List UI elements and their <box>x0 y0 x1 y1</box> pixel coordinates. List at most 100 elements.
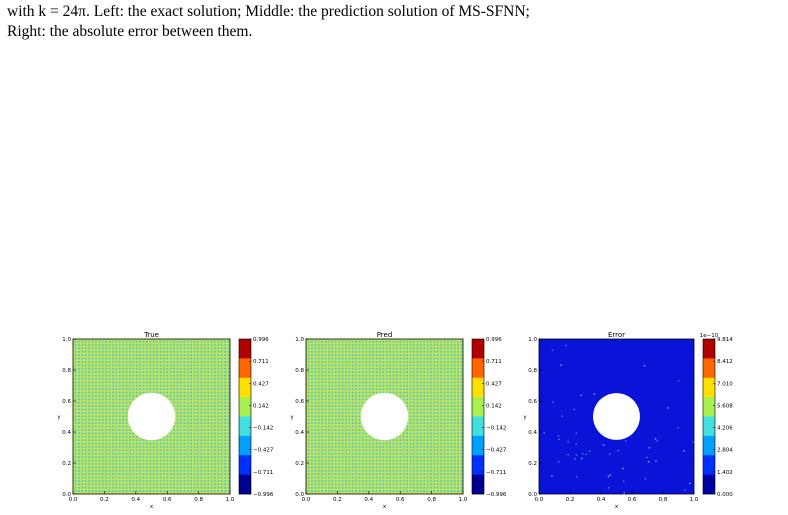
colorbar-segment <box>239 416 251 437</box>
error-speckle <box>575 443 577 445</box>
y-tick-label: 0.2 <box>295 461 304 467</box>
panel-true: True 0.0 0.2 0.4 0.6 0.8 1.0 0.0 0.2 0.4 0.6 0.8 1.0… <box>57 331 273 510</box>
x-tick-label: 0.8 <box>659 497 668 503</box>
colorbar-tick-label: −0.996 <box>253 492 274 498</box>
y-tick-label: 1.0 <box>295 337 304 343</box>
error-speckle <box>576 476 578 478</box>
y-axis-label: y <box>290 415 294 421</box>
error-speckle <box>623 480 625 482</box>
y-tick-label: 0.6 <box>528 399 537 405</box>
axes-frame <box>538 338 695 495</box>
colorbar-segment <box>703 339 715 359</box>
axes-frame <box>305 338 464 495</box>
x-tick-label: 0.2 <box>566 497 575 503</box>
colorbar-segment <box>239 377 251 398</box>
colorbar-tick-label: 0.996 <box>486 337 502 343</box>
colorbar-tick-label: −0.427 <box>253 448 274 454</box>
colorbar-segment <box>703 455 715 475</box>
colorbar-segment <box>472 455 484 475</box>
domain-hole <box>360 392 409 441</box>
error-speckle <box>684 489 686 491</box>
x-tick-label: 0.4 <box>597 497 606 503</box>
error-speckle <box>643 365 646 367</box>
x-tick-label: 0.4 <box>131 497 140 503</box>
y-tick-label: 0.4 <box>528 430 537 436</box>
x-axis-label: x <box>615 504 619 510</box>
colorbar-tick-label: 7.010 <box>717 381 733 387</box>
x-tick-label: 0.2 <box>333 497 342 503</box>
error-speckle <box>602 444 605 446</box>
error-speckle <box>683 450 685 452</box>
x-tick-label: 0.6 <box>163 497 172 503</box>
colorbar-segment <box>472 339 484 359</box>
colorbar-tick-label: 0.427 <box>253 381 269 387</box>
y-tick-label: 0.4 <box>62 430 71 436</box>
x-tick-label: 0.6 <box>396 497 405 503</box>
x-tick-label: 0.8 <box>194 497 203 503</box>
colorbar-segment <box>703 474 715 495</box>
domain-hole <box>127 392 176 441</box>
x-axis-label: x <box>383 504 387 510</box>
error-speckle <box>644 478 646 480</box>
error-speckle <box>560 364 562 366</box>
x-tick-label: 0.0 <box>535 497 544 503</box>
x-axis-label: x <box>150 504 154 510</box>
colorbar-segment <box>239 339 251 359</box>
domain-hole <box>593 393 640 440</box>
error-speckle <box>567 440 569 443</box>
error-speckle <box>585 453 587 455</box>
colorbar-segment <box>703 377 715 398</box>
x-tick-label: 0.8 <box>427 497 436 503</box>
colorbar-tick-label: −0.427 <box>486 448 507 454</box>
y-tick-label: 0.4 <box>295 430 304 436</box>
colorbar-tick-label: −0.996 <box>486 492 507 498</box>
colorbar-segment <box>472 377 484 398</box>
x-tick-label: 1.0 <box>226 497 235 503</box>
error-speckle <box>567 454 569 456</box>
colorbar-frame <box>471 338 485 495</box>
x-tick-label: 0.2 <box>100 497 109 503</box>
error-speckle <box>543 432 545 434</box>
error-speckle <box>677 380 680 382</box>
colorbar-tick-label: 1.402 <box>717 470 733 476</box>
x-tick-label: 0.4 <box>364 497 373 503</box>
y-tick-label: 0.0 <box>295 492 304 498</box>
x-tick-label: 1.0 <box>459 497 468 503</box>
figure-caption: with k = 24π. Left: the exact solution; … <box>7 2 785 42</box>
colorbar-segment <box>239 474 251 495</box>
y-tick-label: 0.8 <box>528 368 537 374</box>
colorbar-segment <box>703 435 715 456</box>
y-tick-label: 0.2 <box>62 461 71 467</box>
error-speckle <box>625 440 627 442</box>
colorbar-segment <box>703 416 715 437</box>
y-tick-label: 0.2 <box>528 461 537 467</box>
caption-line-2: Right: the absolute error between them. <box>7 23 253 40</box>
colorbar-segment <box>703 358 715 379</box>
x-tick-label: 0.0 <box>69 497 78 503</box>
colorbar-tick-label: 9.814 <box>717 337 733 343</box>
colorbar-segment <box>239 435 251 456</box>
colorbar-tick-label: 0.142 <box>486 403 502 409</box>
error-speckle <box>609 453 611 455</box>
colorbar-segment <box>472 358 484 379</box>
error-speckle <box>667 407 669 409</box>
colorbar-scale-label: 1e−10 <box>700 333 719 339</box>
panel-title: Pred <box>377 331 393 339</box>
colorbar-segment <box>239 397 251 417</box>
y-tick-label: 0.6 <box>62 399 71 405</box>
axes-frame <box>72 338 231 495</box>
y-tick-label: 0.0 <box>62 492 71 498</box>
error-speckle <box>607 487 610 489</box>
y-tick-label: 0.0 <box>528 492 537 498</box>
error-speckle <box>575 454 578 456</box>
error-speckle <box>655 460 657 462</box>
error-speckle <box>689 482 691 485</box>
panel-pred: Pred 0.0 0.2 0.4 0.6 0.8 1.0 0.0 0.2 0.4 0.6 0.8 1.0… <box>290 331 506 510</box>
error-speckle <box>646 456 648 458</box>
error-speckle <box>623 492 625 494</box>
panel-error: Error 0.0 0.2 0.4 0.6 0.8 1.0 0.0 0.2 0.4 0.6 0.8 1.… <box>523 331 733 510</box>
y-axis-label: y <box>57 415 61 421</box>
error-speckle <box>654 438 657 440</box>
y-tick-label: 0.8 <box>295 368 304 374</box>
colorbar: 0.996 0.711 0.427 0.142 −0.142 −0.427 −0.711 −0… <box>238 337 274 498</box>
